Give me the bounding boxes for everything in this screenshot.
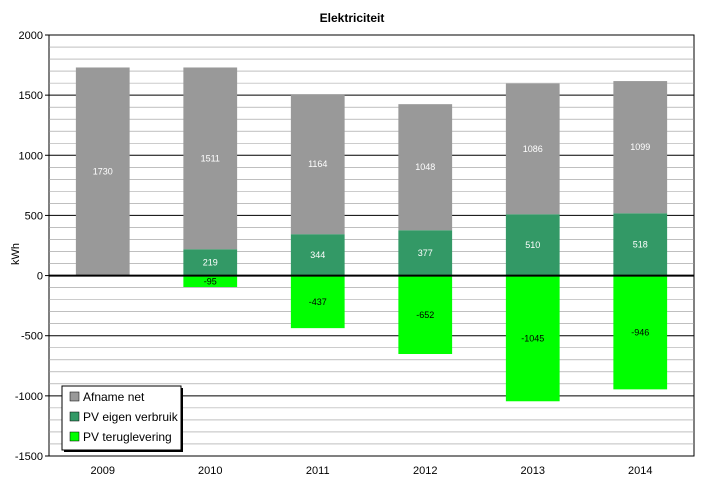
data-label: 1099 <box>630 142 650 152</box>
data-label: 1086 <box>523 144 543 154</box>
bar-afname-net-2011 <box>290 94 345 235</box>
data-label: 1164 <box>308 159 327 169</box>
x-tick-label: 2011 <box>306 465 330 477</box>
data-label: 1730 <box>93 167 113 177</box>
bar-pv-teruglevering-2013 <box>505 275 560 402</box>
data-label: -437 <box>309 297 327 307</box>
data-label: 344 <box>310 250 325 260</box>
data-label: 1048 <box>415 162 435 172</box>
y-axis-ticks: -1500 -1000 -500 0 500 1000 1500 2000 <box>15 30 49 463</box>
legend-swatch <box>69 411 80 422</box>
bar-pv-teruglevering-2011 <box>290 275 345 329</box>
y-tick-label: 2000 <box>19 30 43 42</box>
gridlines <box>48 34 695 457</box>
data-label: 219 <box>203 257 218 267</box>
legend-entry: Afname net <box>83 390 145 404</box>
x-axis-ticks: 2009 2010 2011 2012 2013 2014 <box>91 465 653 477</box>
bars <box>75 67 668 402</box>
data-label: 510 <box>525 240 540 250</box>
data-label: 1511 <box>201 153 220 163</box>
x-tick-label: 2014 <box>628 465 652 477</box>
legend-box <box>61 385 182 451</box>
data-label: 518 <box>633 239 648 249</box>
data-label: -1045 <box>521 333 544 343</box>
bar-pv-eigen-verbruik-2014 <box>613 213 668 276</box>
bar-pv-eigen-verbruik-2013 <box>505 214 560 276</box>
y-tick-label: -1500 <box>15 451 43 463</box>
bar-pv-teruglevering-2012 <box>398 275 453 354</box>
y-tick-label: 1000 <box>19 150 43 162</box>
data-label: 377 <box>418 248 433 258</box>
legend: Afname net PV eigen verbruik PV teruglever… <box>61 385 183 452</box>
data-label: -946 <box>631 327 649 337</box>
legend-entry: PV eigen verbruik <box>83 410 179 424</box>
data-label: -95 <box>204 276 217 286</box>
y-axis-label: kWh <box>10 243 22 265</box>
bar-afname-net-2014 <box>613 81 668 214</box>
bar-pv-eigen-verbruik-2011 <box>290 234 345 276</box>
y-tick-label: -500 <box>21 331 43 343</box>
bar-afname-net-2009 <box>75 67 130 276</box>
x-tick-label: 2013 <box>521 465 545 477</box>
legend-entry: PV teruglevering <box>83 430 172 444</box>
bar-afname-net-2010 <box>183 67 238 250</box>
chart-title: Elektriciteit <box>320 11 385 25</box>
y-tick-label: 500 <box>25 210 43 222</box>
bar-pv-teruglevering-2010 <box>183 275 238 287</box>
legend-swatch <box>69 431 80 442</box>
data-labels: 1730 219 1511 -95 344 1164 -437 377 1048 -652 510 1… <box>49 142 694 343</box>
y-tick-label: -1000 <box>15 391 43 403</box>
y-tick-label: 1500 <box>19 90 43 102</box>
data-label: -652 <box>416 310 434 320</box>
bar-afname-net-2013 <box>505 83 560 215</box>
bar-pv-teruglevering-2014 <box>613 275 668 390</box>
bar-afname-net-2012 <box>398 104 453 231</box>
x-tick-label: 2012 <box>413 465 437 477</box>
bar-pv-eigen-verbruik-2010 <box>183 249 238 276</box>
x-tick-label: 2009 <box>91 465 115 477</box>
legend-swatch <box>69 391 80 402</box>
bar-pv-eigen-verbruik-2012 <box>398 230 453 276</box>
y-tick-label: 0 <box>37 271 43 283</box>
x-tick-label: 2010 <box>198 465 222 477</box>
